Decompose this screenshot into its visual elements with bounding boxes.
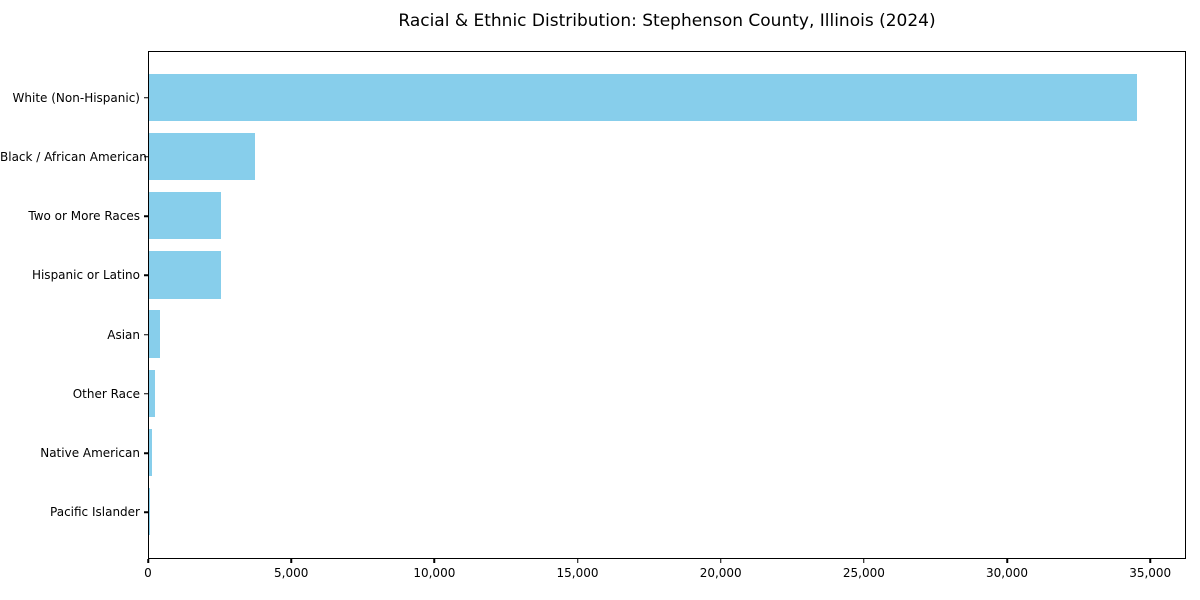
y-tick-mark bbox=[144, 511, 148, 513]
bar-other-race bbox=[149, 369, 155, 417]
x-tick-mark bbox=[863, 559, 865, 563]
x-tick-label: 35,000 bbox=[1129, 566, 1172, 580]
y-tick-mark bbox=[144, 452, 148, 454]
bar-two-or-more-races bbox=[149, 192, 221, 240]
x-tick-label: 0 bbox=[144, 566, 152, 580]
x-tick-label: 20,000 bbox=[699, 566, 742, 580]
y-tick-label: Pacific Islander bbox=[50, 505, 140, 520]
y-tick-mark bbox=[144, 393, 148, 395]
x-tick-label: 5,000 bbox=[273, 566, 309, 580]
y-tick-label: Hispanic or Latino bbox=[31, 268, 140, 283]
x-tick-mark bbox=[147, 559, 149, 563]
y-tick-mark bbox=[144, 333, 148, 336]
y-tick-label: White (Non-Hispanic) bbox=[12, 90, 140, 105]
x-tick-mark bbox=[576, 559, 579, 563]
x-tick-label: 15,000 bbox=[556, 566, 599, 580]
y-tick-label: Two or More Races bbox=[28, 209, 140, 224]
chart-title: Racial & Ethnic Distribution: Stephenson… bbox=[398, 11, 936, 31]
bar-white-non-hispanic bbox=[149, 73, 1137, 121]
x-tick-label: 25,000 bbox=[842, 566, 885, 580]
y-tick-mark bbox=[144, 215, 148, 217]
y-tick-label: Black / African American bbox=[0, 149, 147, 164]
y-tick-label: Other Race bbox=[72, 386, 140, 401]
y-tick-mark bbox=[144, 156, 148, 158]
x-tick-label: 10,000 bbox=[413, 566, 456, 580]
y-tick-label: Native American bbox=[40, 446, 140, 461]
x-tick-mark bbox=[719, 559, 722, 563]
y-tick-mark bbox=[144, 274, 148, 277]
bar-black-african-american bbox=[149, 132, 255, 181]
x-tick-mark bbox=[1006, 559, 1008, 563]
bar-native-american bbox=[149, 428, 153, 477]
plot-area bbox=[148, 51, 1186, 559]
x-tick-mark bbox=[1149, 559, 1151, 563]
y-tick-mark bbox=[144, 97, 148, 99]
x-tick-label: 30,000 bbox=[986, 566, 1029, 580]
bar-hispanic-or-latino bbox=[149, 251, 221, 299]
y-tick-label: Asian bbox=[107, 327, 140, 342]
bar-asian bbox=[149, 310, 161, 358]
x-tick-mark bbox=[290, 559, 292, 563]
x-tick-mark bbox=[433, 559, 436, 563]
